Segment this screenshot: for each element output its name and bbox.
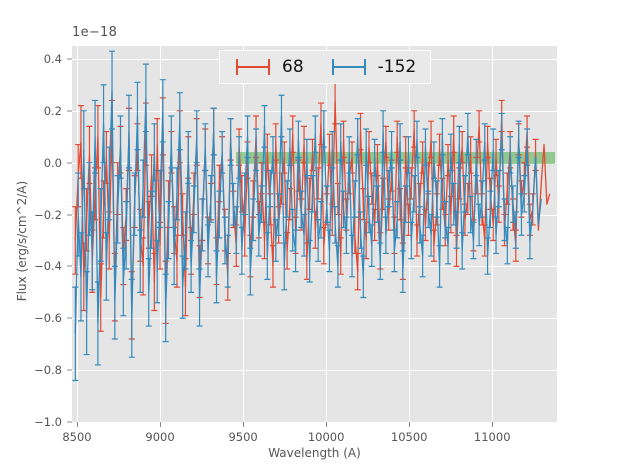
legend[interactable]: 68 -152 [219, 50, 432, 84]
y-tick-label: −0.2 [34, 207, 62, 222]
legend-label: -152 [377, 57, 417, 77]
gridline-vertical [243, 46, 245, 422]
x-tick-mark [160, 422, 162, 427]
y-axis-label: Flux (erg/s/cm^2/A) [15, 180, 29, 302]
y-tick-mark [67, 421, 72, 423]
x-tick-label: 10000 [307, 430, 345, 444]
x-tick-label: 8500 [62, 430, 92, 444]
x-axis-label: Wavelength (A) [268, 446, 361, 460]
y-tick-label: −0.4 [34, 259, 62, 274]
legend-errorbar-marker-icon [234, 57, 272, 77]
x-tick-mark [243, 422, 245, 427]
legend-entry[interactable]: 68 [234, 57, 304, 77]
y-tick-mark [67, 110, 72, 112]
plot-area[interactable] [72, 46, 557, 422]
y-tick-label: 0.4 [43, 51, 62, 66]
x-tick-mark [492, 422, 494, 427]
x-tick-mark [76, 422, 78, 427]
legend-entry[interactable]: -152 [330, 57, 417, 77]
y-tick-mark [67, 317, 72, 319]
series-secondary [72, 50, 542, 382]
legend-errorbar-marker-icon [330, 57, 368, 77]
gridline-vertical [326, 46, 328, 422]
y-tick-label: −0.6 [34, 311, 62, 326]
x-tick-mark [326, 422, 328, 427]
y-tick-label: −1.0 [34, 415, 62, 429]
x-tick-label: 9000 [145, 430, 175, 444]
y-tick-mark [67, 58, 72, 60]
x-tick-mark [409, 422, 411, 427]
y-tick-label: 0.0 [43, 155, 62, 170]
x-tick-label: 9500 [228, 430, 258, 444]
x-tick-label: 11000 [473, 430, 511, 444]
y-axis-offset-text: 1e−18 [72, 25, 118, 40]
y-tick-mark [67, 369, 72, 371]
y-tick-mark [67, 162, 72, 164]
gridline-horizontal [72, 370, 557, 372]
gridline-horizontal [72, 318, 557, 320]
gridline-horizontal [72, 110, 557, 112]
y-tick-label: 0.2 [43, 103, 62, 118]
y-tick-mark [67, 214, 72, 216]
x-tick-label: 10500 [390, 430, 428, 444]
legend-label: 68 [282, 57, 304, 77]
gridline-vertical [409, 46, 411, 422]
y-tick-mark [67, 265, 72, 267]
gridline-horizontal [72, 266, 557, 268]
data-series-layer [72, 50, 551, 382]
y-tick-label: −0.8 [34, 363, 62, 378]
